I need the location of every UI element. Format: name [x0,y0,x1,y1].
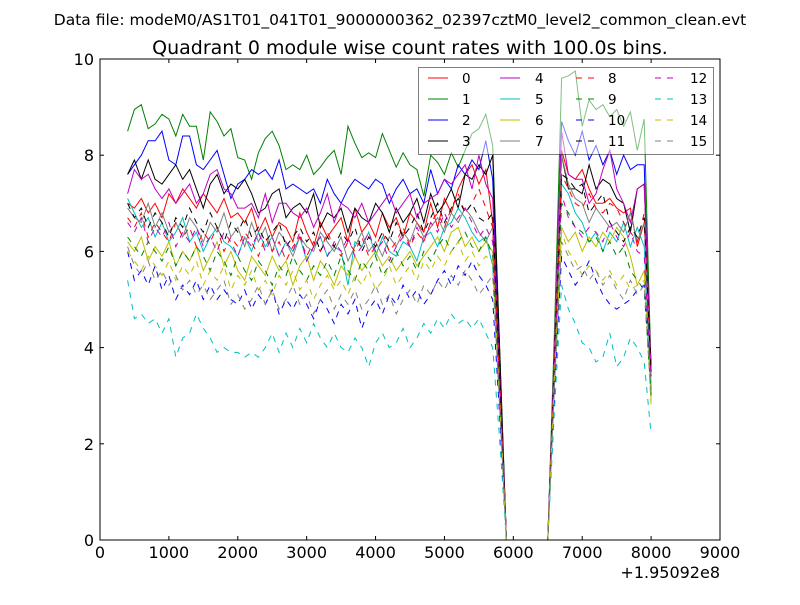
legend-item-4: 4 [500,71,544,87]
legend-label: 9 [608,92,617,108]
series-line-6 [127,226,652,540]
legend-label: 6 [535,113,544,129]
series-line-8 [127,174,652,540]
tick-layer: 0 1000 2000 3000 4000 5000 6000 7000 8000 9000 0 2 4… [74,50,741,562]
legend-item-1: 1 [428,92,471,108]
x-tick-label: 0 [95,543,105,562]
y-tick-label: 10 [74,50,94,69]
series-line-13 [127,280,652,540]
x-offset-label: +1.95092e8 [620,563,720,582]
y-tick-label: 6 [84,242,94,261]
legend-item-5: 5 [500,92,544,108]
series-line-12 [127,193,652,540]
legend-label: 12 [690,71,707,87]
x-tick-label: 9000 [700,543,741,562]
series-line-15 [127,241,652,540]
legend-label: 5 [535,92,544,108]
y-tick-label: 4 [84,339,94,358]
x-tick-label: 2000 [217,543,258,562]
legend-item-2: 2 [428,113,471,129]
series-line-11 [127,173,652,540]
legend-label: 2 [462,113,471,129]
legend-item-15: 15 [655,134,707,150]
legend-label: 15 [690,134,707,150]
legend-item-3: 3 [428,134,471,150]
x-tick-label: 8000 [631,543,672,562]
series-line-9 [127,201,652,540]
legend-label: 8 [608,71,617,87]
series-line-0 [127,150,652,540]
legend-item-12: 12 [655,71,707,87]
data-file-label: Data file: modeM0/AS1T01_041T01_90000003… [54,11,746,30]
chart-title: Quadrant 0 module wise count rates with … [152,37,668,59]
y-tick-label: 0 [84,531,94,550]
x-tick-label: 5000 [424,543,465,562]
x-tick-label: 7000 [562,543,603,562]
legend-label: 10 [608,113,625,129]
x-tick-label: 3000 [286,543,327,562]
legend-item-7: 7 [500,134,544,150]
legend-item-13: 13 [655,92,707,108]
legend-label: 1 [462,92,471,108]
x-tick-label: 1000 [149,543,190,562]
series-line-14 [127,232,652,540]
legend-label: 7 [535,134,544,150]
legend-item-8: 8 [576,71,617,87]
legend-item-14: 14 [655,113,707,129]
legend-item-0: 0 [428,71,471,87]
y-tick-label: 2 [84,435,94,454]
legend-item-6: 6 [500,113,544,129]
series-layer [127,70,652,540]
x-tick-label: 6000 [493,543,534,562]
legend-label: 3 [462,134,471,150]
axes-frame [99,58,721,541]
series-line-5 [127,182,652,540]
legend-item-10: 10 [576,113,625,129]
legend-label: 14 [690,113,707,129]
x-tick-label: 4000 [355,543,396,562]
y-tick-label: 8 [84,146,94,165]
legend-label: 4 [535,71,544,87]
legend-frame [418,67,714,155]
legend-label: 0 [462,71,471,87]
series-line-7 [127,155,652,540]
legend-item-9: 9 [576,92,617,108]
legend-label: 13 [690,92,707,108]
legend-label: 11 [608,134,625,150]
legend-item-11: 11 [576,134,625,150]
